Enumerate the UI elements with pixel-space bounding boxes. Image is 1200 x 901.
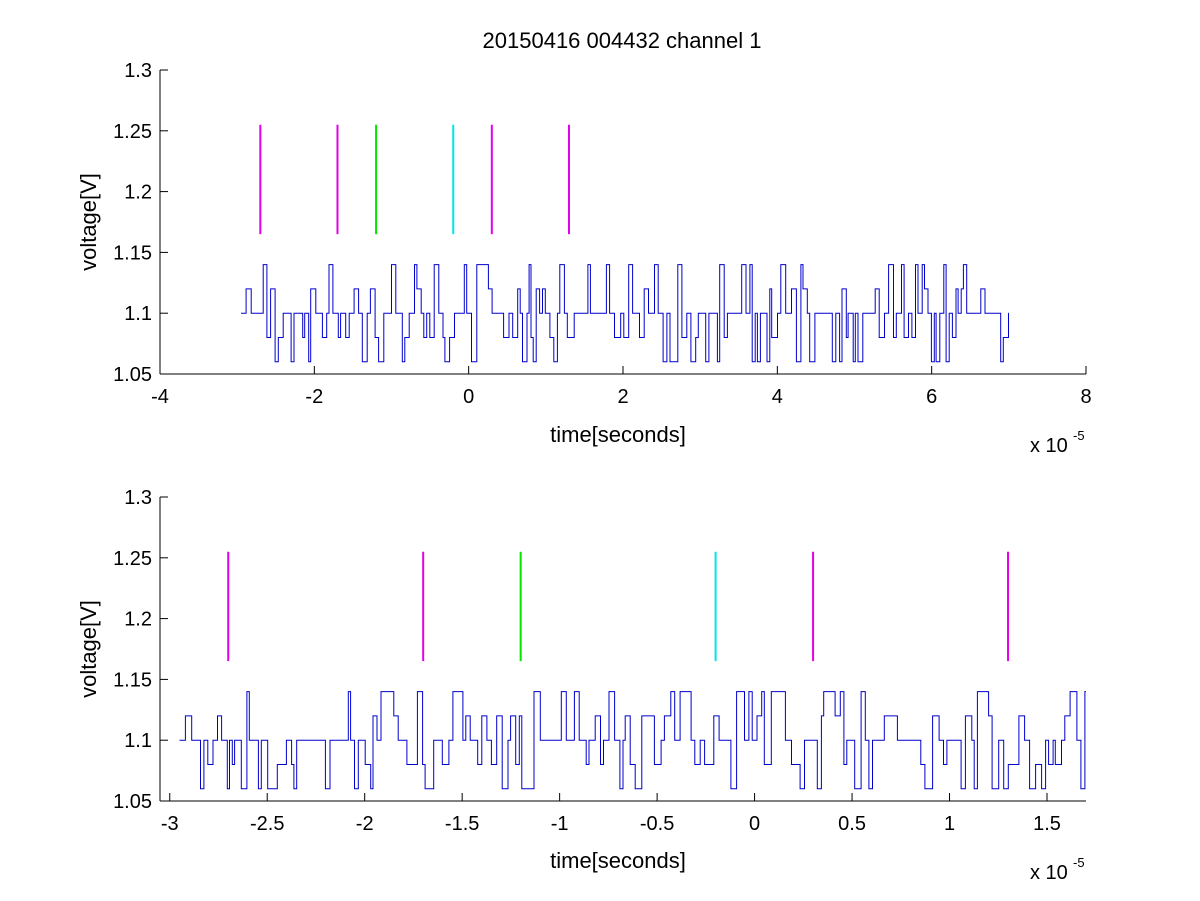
top-y-tick-label-1: 1.1 bbox=[124, 303, 152, 325]
top-x-tick-label-5: 6 bbox=[926, 386, 937, 408]
bottom-x-tick-label-9: 1.5 bbox=[1033, 813, 1061, 835]
bottom-y-tick-label-0: 1.05 bbox=[113, 791, 152, 813]
bottom-x-tick-label-2: -2 bbox=[356, 813, 374, 835]
top-y-tick-label-0: 1.05 bbox=[113, 364, 152, 386]
top-signal-trace bbox=[241, 264, 1009, 363]
bottom-y-tick-label-5: 1.3 bbox=[124, 487, 152, 509]
bottom-axes: -3 -2.5 -2 -1.5 -1 -0.5 0 0.5 1 1.5 1.05 1.1 1.15 1.2… bbox=[113, 487, 1086, 835]
bottom-y-tick-label-3: 1.2 bbox=[124, 609, 152, 631]
bottom-markers bbox=[227, 551, 1010, 662]
bottom-y-tick-label-1: 1.1 bbox=[124, 730, 152, 752]
bottom-x-tick-label-7: 0.5 bbox=[838, 813, 866, 835]
bottom-x-exponent-sup: -5 bbox=[1073, 855, 1085, 870]
top-x-tick-label-6: 8 bbox=[1080, 386, 1091, 408]
bottom-x-axis-label: time[seconds] bbox=[550, 848, 686, 873]
top-y-axis-label: voltage[V] bbox=[76, 173, 101, 271]
bottom-y-axis-label: voltage[V] bbox=[76, 600, 101, 698]
bottom-x-tick-label-0: -3 bbox=[161, 813, 179, 835]
bottom-y-tick-label-4: 1.25 bbox=[113, 548, 152, 570]
top-x-axis-label: time[seconds] bbox=[550, 422, 686, 447]
top-x-tick-label-1: -2 bbox=[305, 386, 323, 408]
top-plot-title: 20150416 004432 channel 1 bbox=[483, 28, 762, 53]
top-axes: -4 -2 0 2 4 6 8 1.05 1.1 1.15 1.2 1.25 1.3 bbox=[113, 60, 1092, 408]
top-signal bbox=[241, 264, 1009, 363]
top-x-tick-label-2: 0 bbox=[463, 386, 474, 408]
bottom-signal bbox=[179, 691, 1086, 790]
top-plot: 20150416 004432 channel 1 -4 -2 0 2 4 6 8 1.05 1… bbox=[76, 28, 1092, 457]
bottom-x-tick-label-1: -2.5 bbox=[250, 813, 284, 835]
top-y-tick-label-3: 1.2 bbox=[124, 182, 152, 204]
bottom-x-tick-label-4: -1 bbox=[551, 813, 569, 835]
top-x-exponent-sup: -5 bbox=[1073, 428, 1085, 443]
bottom-x-exponent: x 10 bbox=[1030, 862, 1068, 884]
top-x-tick-label-0: -4 bbox=[151, 386, 169, 408]
bottom-x-tick-label-3: -1.5 bbox=[445, 813, 479, 835]
top-y-tick-label-5: 1.3 bbox=[124, 60, 152, 82]
bottom-x-tick-label-8: 1 bbox=[944, 813, 955, 835]
top-x-tick-label-3: 2 bbox=[617, 386, 628, 408]
bottom-plot: -3 -2.5 -2 -1.5 -1 -0.5 0 0.5 1 1.5 1.05 1.1 1.15 1.2… bbox=[76, 487, 1086, 884]
bottom-x-tick-label-5: -0.5 bbox=[640, 813, 674, 835]
bottom-signal-trace bbox=[179, 691, 1086, 790]
top-y-tick-label-4: 1.25 bbox=[113, 121, 152, 143]
top-x-exponent: x 10 bbox=[1030, 435, 1068, 457]
top-x-tick-label-4: 4 bbox=[772, 386, 783, 408]
top-markers bbox=[259, 124, 570, 235]
top-y-tick-label-2: 1.15 bbox=[113, 242, 152, 264]
bottom-y-tick-label-2: 1.15 bbox=[113, 669, 152, 691]
bottom-x-tick-label-6: 0 bbox=[749, 813, 760, 835]
